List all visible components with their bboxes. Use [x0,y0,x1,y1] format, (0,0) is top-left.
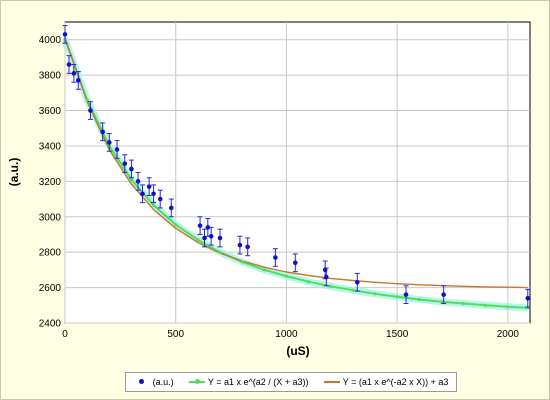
data-point [197,223,203,228]
plot-area [64,21,531,324]
data-point [122,161,128,166]
data-point [71,71,77,76]
data-point [157,196,163,202]
fit-1-marker [284,274,289,278]
data-point [151,191,156,197]
y-tick-label: 4000 [39,35,62,46]
fit-1-marker [506,305,510,309]
fit-1-marker [484,303,488,307]
data-point [237,242,243,248]
data-point [129,166,134,172]
legend-item-fit-1: Y = a1 x e^(a2 / (X + a3)) [188,377,309,387]
data-point [88,108,93,113]
legend-swatch-data [134,378,150,386]
fit-1-marker [351,288,355,292]
data-point [114,147,120,152]
y-tick-label: 3400 [39,141,62,152]
x-axis-title: (uS) [286,344,309,358]
fit-1-marker [439,300,444,304]
fit-1-marker [240,260,244,264]
data-point [273,255,278,260]
y-tick-label: 3800 [39,71,62,82]
data-point [62,32,68,37]
data-point [135,179,141,184]
y-axis-title: (a.u.) [7,158,21,187]
legend-item-data: (a.u.) [134,377,174,387]
data-point [202,235,207,241]
legend-item-fit-2: Y = (a1 x e^(-a2 x X)) + a3 [323,377,449,387]
y-tick-label: 3200 [39,177,62,188]
fit-1-marker [85,98,89,102]
data-point [525,295,531,301]
fit-1-marker [129,177,134,182]
data-points [62,32,531,301]
data-point [146,184,152,189]
grid [64,22,530,324]
fit-1-marker [262,268,266,272]
x-tick-label: 2000 [497,329,520,340]
data-point [66,62,72,67]
data-point [441,292,446,297]
fit-1-marker [373,292,377,296]
fit-1-marker [461,301,466,306]
legend-label-fit-2: Y = (a1 x e^(-a2 x X)) + a3 [342,377,449,387]
y-tick-labels: 2400 2600 2800 3000 3200 3400 3600 3800 4000 [39,35,62,329]
data-point [106,140,112,145]
data-point [168,205,174,211]
y-tick-label: 2800 [39,248,62,259]
fit-1-marker [395,295,399,299]
x-tick-labels: 0 500 1000 1500 2000 [62,329,519,340]
y-tick-label: 3600 [39,106,62,117]
fit-1-marker [174,223,178,227]
fit-1-marker [218,250,222,254]
data-point [403,292,409,297]
x-tick-label: 1000 [275,329,298,340]
y-tick-label: 2400 [39,319,62,330]
y-tick-label: 3000 [39,212,62,223]
data-point [245,244,250,250]
data-point [205,225,211,230]
data-point [354,279,360,285]
legend-label-data: (a.u.) [152,377,174,387]
data-point [217,235,223,241]
data-point [208,233,214,239]
data-point [75,78,81,83]
legend: (a.u.) Y = a1 x e^(a2 / (X + a3)) Y = (a… [125,372,457,392]
x-tick-label: 500 [167,329,184,340]
fit-1-marker [417,297,421,302]
legend-swatch-fit-2 [323,378,340,386]
data-point [323,274,329,280]
y-tick-label: 2600 [39,283,62,294]
data-point [292,260,298,266]
data-point [322,267,328,273]
x-tick-label: 0 [62,329,68,340]
data-point [100,129,105,135]
x-tick-label: 1500 [386,329,409,340]
data-point [140,191,145,197]
fit-1-marker [306,280,311,284]
fit-1-marker [196,238,200,242]
fit-1-marker [151,203,156,207]
legend-swatch-fit-1 [188,378,205,386]
fit-1-marker [329,284,333,288]
legend-label-fit-1: Y = a1 x e^(a2 / (X + a3)) [207,377,309,387]
